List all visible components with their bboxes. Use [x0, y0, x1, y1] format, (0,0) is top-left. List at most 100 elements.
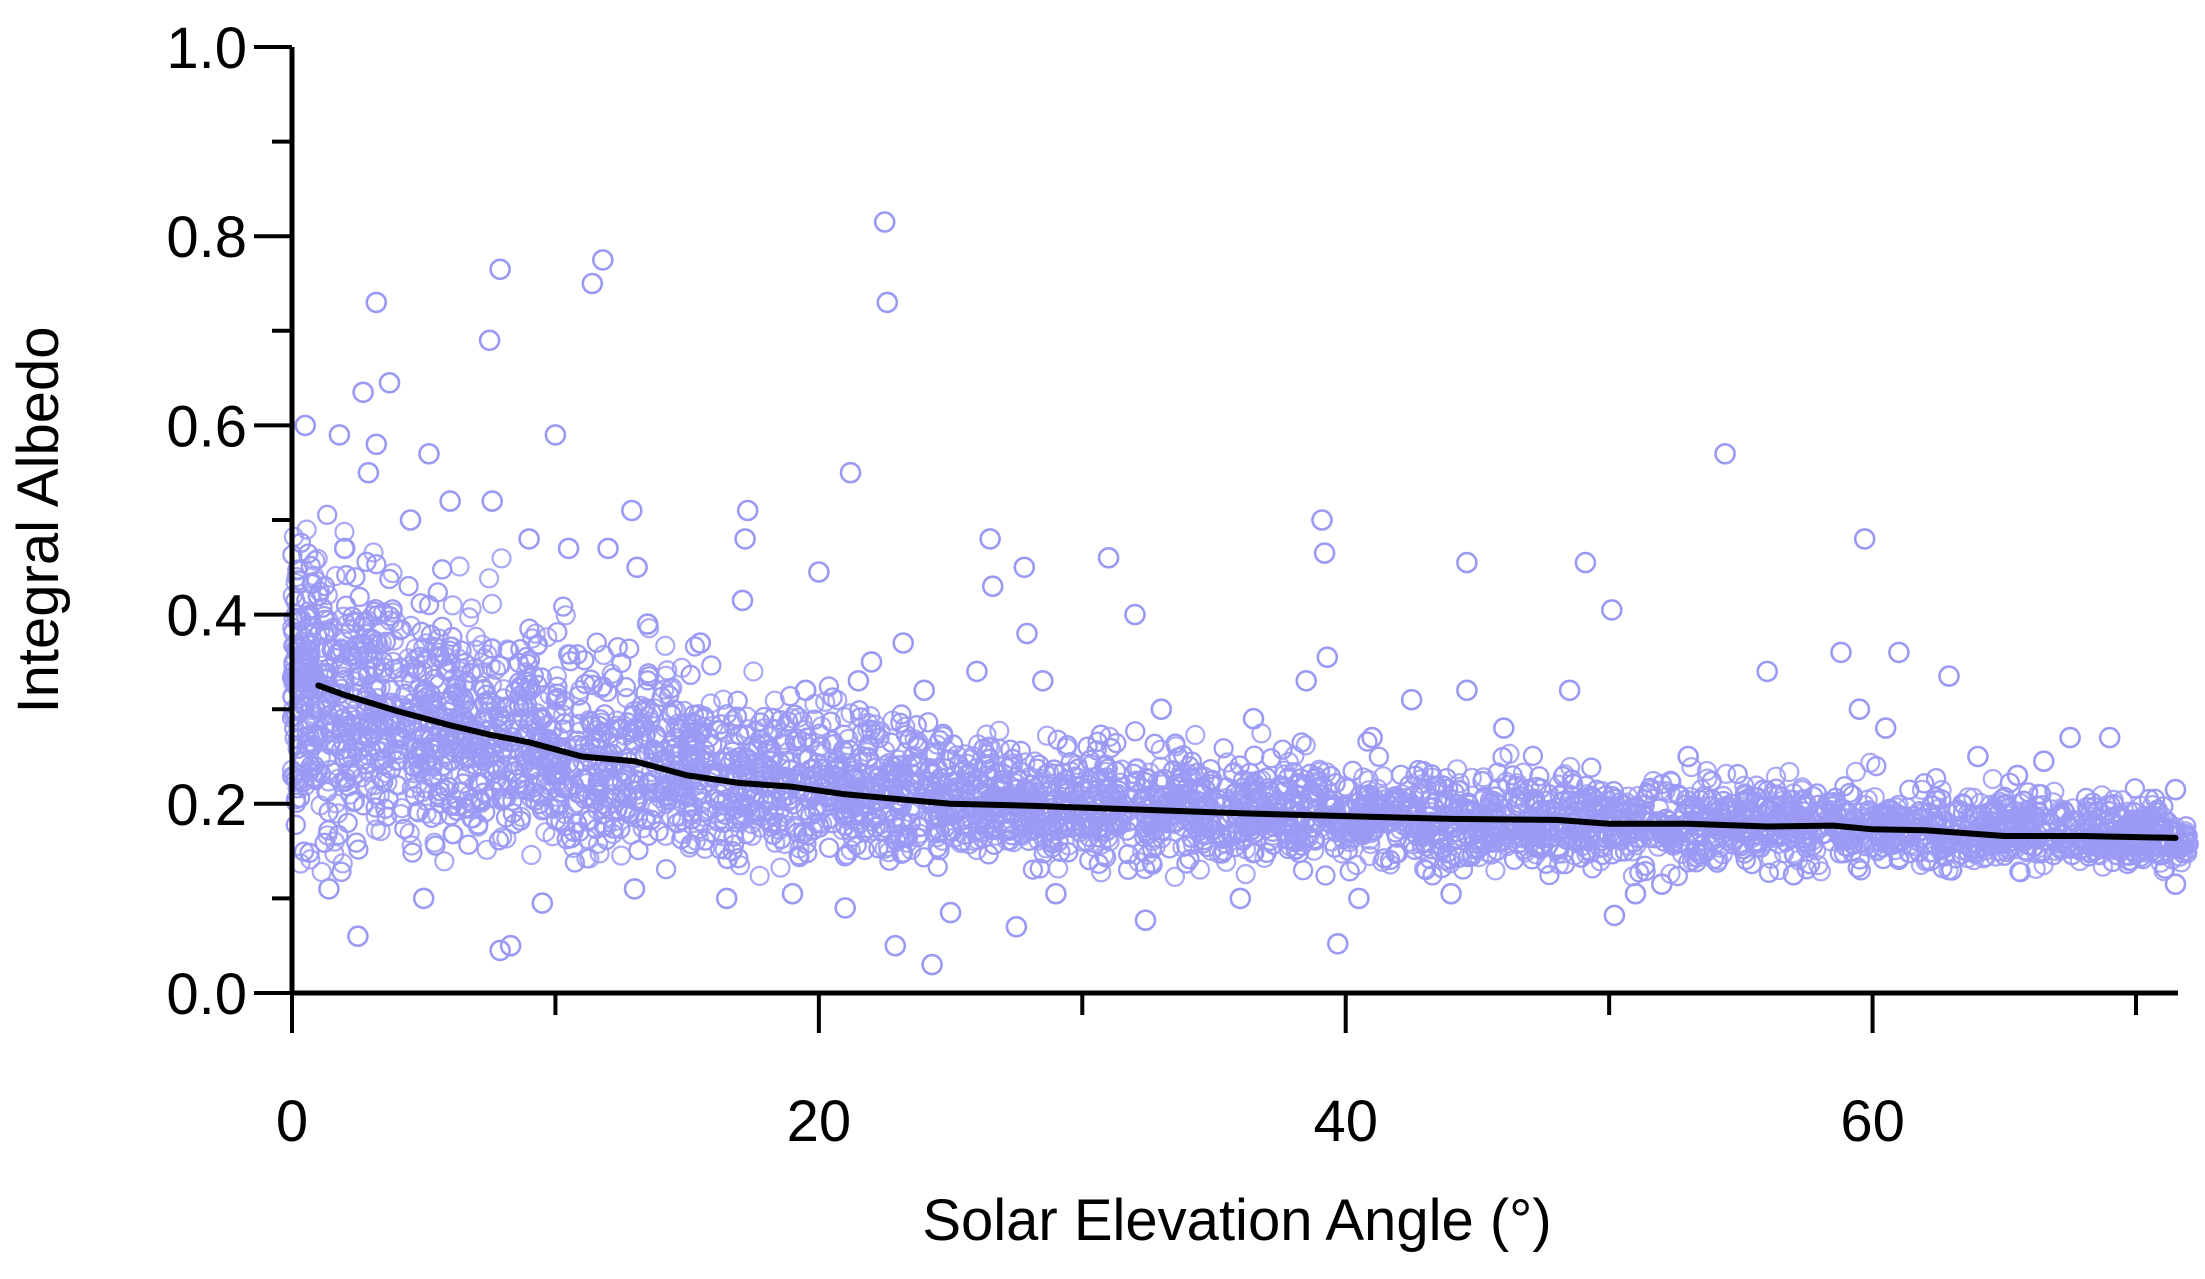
scatter-point [1189, 859, 1211, 880]
scatter-point [296, 519, 317, 540]
scatter-point [567, 644, 588, 665]
scatter-point [628, 770, 649, 791]
scatter-point [375, 631, 396, 653]
scatter-point [1164, 866, 1186, 887]
scatter-point [1845, 761, 1867, 782]
scatter-point [1235, 863, 1256, 885]
scatter-point [325, 565, 346, 587]
scatter-point [2124, 778, 2145, 799]
scatter-point [400, 615, 422, 637]
scatter-point [1141, 852, 1162, 873]
scatter-point [305, 550, 326, 571]
scatter-point [1461, 767, 1483, 789]
scatter-point [550, 810, 571, 832]
scatter-point [485, 659, 506, 680]
scatter-point [555, 605, 576, 626]
scatter-point [838, 728, 859, 750]
scatter-point [1229, 755, 1250, 776]
scatter-point [521, 844, 542, 866]
scatter-point [442, 595, 463, 616]
scatter-point [477, 644, 498, 665]
scatter-point [1077, 736, 1098, 757]
scatter-point [655, 635, 676, 656]
scatter-point [491, 548, 512, 569]
scatter-point [611, 845, 632, 866]
scatter-point [979, 768, 1000, 789]
scatter-point [1707, 852, 1728, 873]
scatter-point [657, 660, 678, 681]
scatter-point [479, 788, 501, 809]
scatter-point [927, 837, 948, 858]
scatter-point [638, 825, 659, 846]
scatter-point [1779, 761, 1800, 783]
scatter-point [461, 598, 482, 619]
scatter-point [314, 609, 335, 631]
scatter-point [713, 689, 734, 710]
scatter-point [481, 593, 503, 615]
scatter-point [722, 741, 743, 762]
scatter-point [1498, 774, 1519, 796]
scatter-point [316, 781, 337, 802]
scatter-point [1858, 800, 1879, 821]
scatter-point [840, 703, 861, 724]
scatter-point [753, 706, 775, 728]
scatter-point [865, 816, 886, 837]
scatter-point [1094, 778, 1115, 799]
scatter-point [1839, 782, 1860, 804]
scatter-point [340, 784, 361, 805]
scatter-point [453, 773, 474, 794]
scatter-point [1999, 772, 2021, 793]
scatter-point [553, 596, 574, 617]
scatter-point [586, 632, 607, 653]
scatter-point [547, 683, 568, 704]
scatter-point [468, 814, 489, 835]
scatter-points-layer [281, 504, 2199, 887]
scatter-point [579, 848, 600, 869]
scatter-point [840, 840, 861, 861]
scatter-point [373, 737, 394, 759]
scatter-point [860, 705, 881, 727]
scatter-point [1539, 864, 1560, 886]
scatter-point [388, 775, 409, 796]
scatter-point [927, 856, 948, 878]
scatter-point [388, 740, 409, 761]
scatter-point [416, 803, 437, 824]
scatter-point [878, 752, 900, 774]
scatter-point [1681, 756, 1702, 778]
scatter-point [1099, 726, 1120, 747]
scatter-point [818, 676, 840, 697]
scatter-point [786, 728, 808, 749]
scatter-point [758, 801, 779, 822]
scatter-point [329, 642, 350, 663]
scatter-point [480, 760, 501, 781]
scatter-point [1283, 762, 1304, 783]
scatter-point [465, 626, 486, 648]
scatter-point [807, 753, 828, 774]
scatter-point [547, 622, 568, 643]
scatter-point [459, 607, 480, 628]
scatter-point [1118, 844, 1139, 865]
scatter-point [343, 765, 364, 786]
scatter-point [1696, 760, 1718, 782]
scatter-point [1866, 755, 1887, 777]
scatter-point [383, 651, 404, 673]
scatter-point [434, 851, 455, 872]
scatter-point [989, 720, 1010, 741]
scatter-point [635, 697, 656, 719]
scatter-point [488, 830, 510, 851]
scatter-point [1359, 845, 1380, 867]
scatter-point [760, 751, 781, 772]
scatter-point [1873, 848, 1894, 870]
scatter-point [1734, 775, 1755, 796]
scatter-point [1502, 765, 1523, 786]
scatter-point [1503, 849, 1525, 870]
scatter-point [375, 762, 396, 784]
scatter-point [569, 721, 590, 742]
scatter-point [1150, 756, 1171, 777]
scatter-point [525, 623, 546, 644]
scatter-point [1125, 721, 1146, 742]
scatter-point [954, 744, 976, 765]
scatter-point [1437, 778, 1459, 800]
scatter-point [1651, 773, 1673, 795]
